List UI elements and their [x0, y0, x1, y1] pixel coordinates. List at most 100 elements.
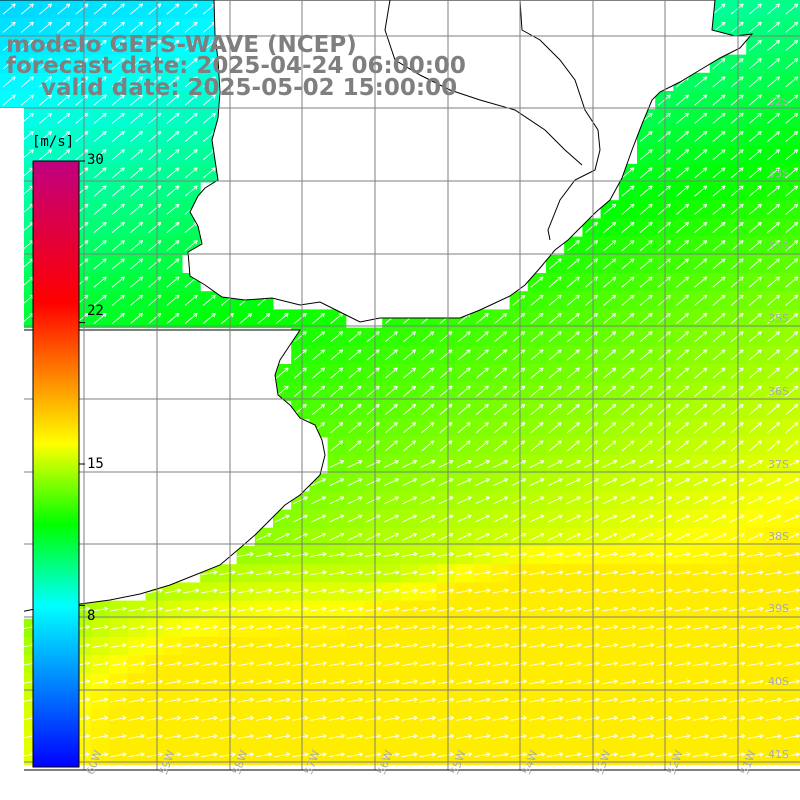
wind-arrow [148, 39, 162, 51]
colorbar-tick: 30 [87, 152, 104, 168]
wind-arrow [602, 514, 618, 523]
wind-arrow [675, 496, 691, 505]
wind-arrow [310, 752, 327, 758]
wind-arrow [656, 697, 673, 703]
wind-arrow [547, 679, 564, 685]
wind-arrow [621, 312, 635, 324]
wind-arrow [421, 367, 435, 379]
wind-arrow [510, 697, 527, 703]
wind-arrow [255, 697, 273, 703]
wind-arrow [292, 514, 308, 523]
wind-arrow [676, 294, 690, 306]
wind-arrow [346, 734, 364, 739]
wind-arrow [166, 112, 180, 124]
wind-arrow [712, 58, 726, 70]
wind-arrow [748, 3, 762, 15]
wind-arrow [710, 752, 728, 758]
lat-label: 33S [768, 167, 789, 180]
wind-arrow [255, 552, 273, 557]
wind-arrow [130, 94, 144, 106]
wind-arrow [39, 21, 53, 33]
wind-arrow [730, 185, 744, 197]
wind-arrow [729, 514, 745, 523]
wind-arrow [512, 440, 526, 452]
wind-arrow [383, 734, 400, 739]
wind-arrow [730, 440, 744, 452]
wind-arrow [676, 112, 690, 124]
wind-arrow [348, 403, 362, 415]
wind-arrow [492, 606, 509, 612]
wind-arrow [785, 440, 799, 452]
wind-arrow [530, 422, 544, 434]
wind-arrow [694, 112, 708, 124]
wind-arrow [565, 606, 582, 612]
wind-arrow [474, 460, 490, 468]
wind-arrow [584, 496, 600, 505]
wind-arrow [656, 478, 672, 487]
wind-arrow [676, 349, 690, 361]
wind-arrow [765, 588, 782, 594]
wind-arrow [748, 349, 762, 361]
wind-arrow [584, 514, 600, 523]
wind-arrow [365, 532, 381, 541]
wind-arrow [183, 606, 200, 612]
wind-arrow [346, 624, 364, 630]
wind-arrow [783, 661, 800, 667]
wind-arrow [565, 661, 582, 667]
wind-arrow [346, 570, 364, 576]
wind-arrow [639, 403, 653, 415]
wind-arrow [784, 532, 800, 541]
wind-arrow [676, 203, 690, 215]
wind-arrow [292, 697, 309, 703]
wind-arrow [676, 440, 690, 452]
wind-arrow [330, 349, 344, 361]
wind-arrow [219, 661, 236, 667]
wind-arrow [748, 276, 762, 288]
wind-arrow [202, 294, 216, 306]
wind-arrow [767, 331, 781, 343]
wind-arrow [676, 185, 690, 197]
wind-arrow [583, 697, 600, 703]
wind-arrow [92, 752, 109, 758]
wind-arrow [493, 478, 509, 487]
wind-arrow [183, 624, 200, 630]
valid-date: valid date: 2025-05-02 15:00:00 [41, 75, 458, 101]
wind-arrow [530, 349, 544, 361]
wind-arrow [692, 661, 709, 667]
wind-arrow [166, 312, 180, 324]
wind-arrow [237, 752, 254, 758]
wind-arrow [585, 240, 599, 252]
wind-arrow [656, 496, 672, 505]
wind-arrow [166, 240, 180, 252]
wind-arrow [638, 734, 655, 739]
wind-arrow [529, 478, 545, 487]
wind-arrow [421, 349, 435, 361]
wind-arrow [401, 570, 418, 576]
wind-arrow [710, 697, 728, 703]
wind-arrow [219, 606, 236, 612]
wind-arrow [148, 58, 162, 70]
wind-arrow [419, 552, 436, 557]
wind-arrow [784, 460, 800, 468]
wind-arrow [548, 276, 562, 288]
wind-arrow [419, 643, 436, 648]
wind-arrow [710, 661, 728, 667]
wind-arrow [712, 167, 726, 179]
wind-arrow [748, 422, 762, 434]
wind-arrow [638, 460, 654, 468]
wind-arrow [785, 76, 799, 88]
colorbar-gradient [32, 160, 80, 768]
wind-arrow [729, 478, 745, 487]
wind-arrow [729, 460, 745, 468]
wind-arrow [729, 752, 746, 758]
wind-arrow [421, 440, 435, 452]
wind-arrow [583, 643, 600, 648]
wind-arrow [656, 460, 672, 468]
wind-arrow [674, 734, 691, 739]
wind-arrow [403, 440, 417, 452]
wind-arrow [474, 734, 491, 739]
colorbar-unit: [m/s] [32, 134, 75, 150]
wind-arrow [110, 752, 127, 758]
wind-arrow [75, 149, 89, 161]
